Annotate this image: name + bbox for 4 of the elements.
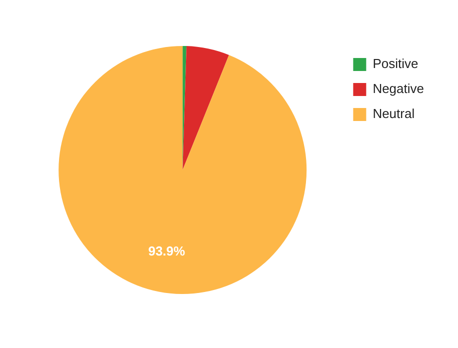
data-label: 93.9% <box>148 244 186 259</box>
legend-label: Negative <box>372 81 424 96</box>
legend-label: Neutral <box>372 106 415 122</box>
legend-label: Positive <box>372 56 418 72</box>
